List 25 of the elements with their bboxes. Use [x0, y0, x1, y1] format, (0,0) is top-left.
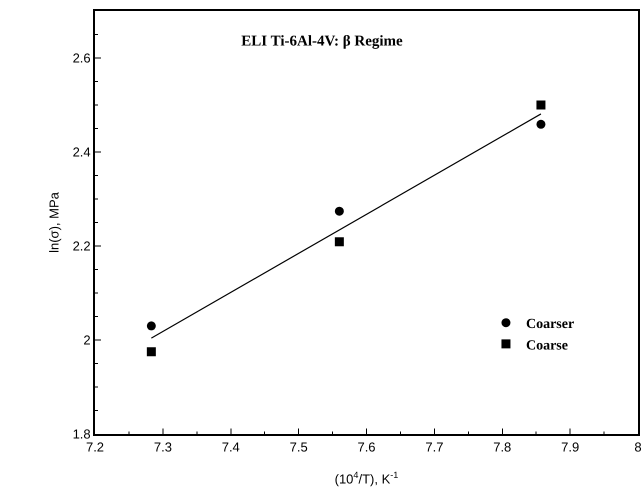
y-tick-label: 2.4	[72, 144, 91, 160]
point	[334, 237, 344, 246]
y-tick-label: 2.6	[72, 50, 91, 66]
x-tick-label: 7.8	[493, 439, 512, 454]
x-tick-label: 8	[634, 439, 642, 454]
legend-label: Coarse	[526, 338, 568, 354]
x-tick-label: 7.9	[561, 439, 580, 454]
x-tick-label: 7.2	[86, 439, 104, 454]
point	[536, 120, 546, 129]
y-tick-label: 2.2	[72, 238, 91, 254]
y-tick-label: 1.8	[72, 426, 91, 442]
x-tick-label: 7.7	[425, 439, 444, 454]
x-tick-label: 7.3	[154, 439, 172, 454]
x-axis-title: (10$^{4}$/T), K$^{-1}$	[334, 470, 398, 486]
point	[146, 321, 156, 330]
x-tick-label: 7.5	[290, 439, 308, 454]
x-tick-label: 7.6	[357, 439, 376, 454]
x-tick-label: 7.4	[222, 439, 240, 454]
point	[334, 206, 344, 216]
point	[146, 347, 156, 356]
y-tick-label: 2	[83, 332, 91, 348]
legend-label: Coarser	[526, 317, 574, 332]
text: ELI Ti-6Al-4V: β Regime	[241, 34, 404, 50]
y-axis-title: ln(σ), MPa	[46, 191, 62, 253]
point	[536, 100, 546, 110]
